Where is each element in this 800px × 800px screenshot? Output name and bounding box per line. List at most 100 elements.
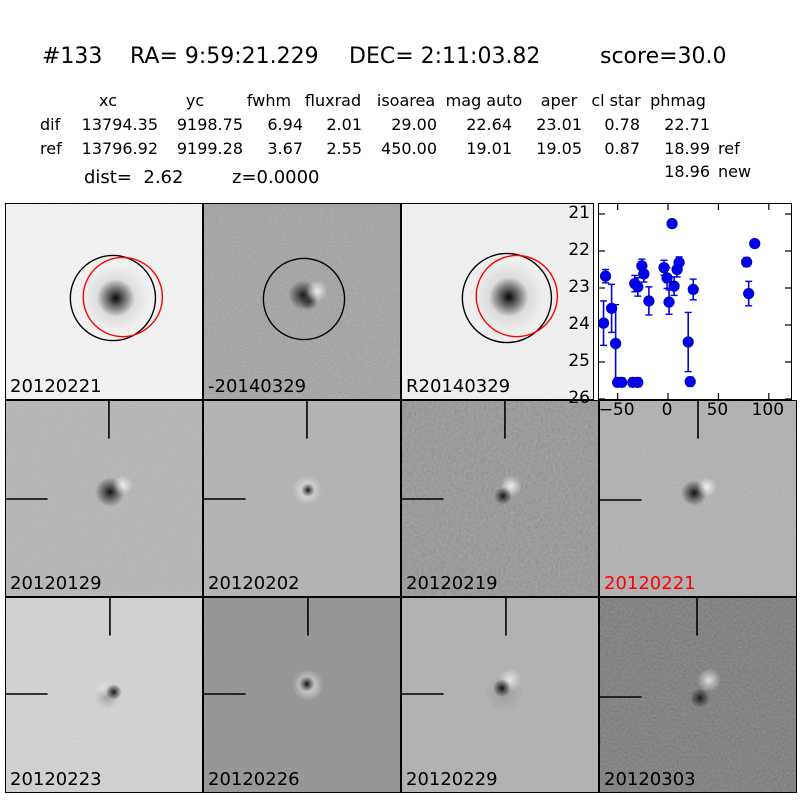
lightcurve-point — [638, 268, 650, 280]
column-header-fluxrad: fluxrad — [304, 91, 362, 110]
redshift-value: z=0.0000 — [232, 167, 320, 188]
cutout-date-label: R20140329 — [406, 376, 511, 398]
dec-value: DEC= 2:11:03.82 — [349, 44, 541, 69]
table-value: 22.64 — [466, 115, 512, 134]
table-value: 13794.35 — [81, 115, 158, 134]
source-blob — [105, 684, 122, 700]
aperture-circle — [262, 257, 346, 341]
source-blob — [489, 277, 529, 317]
lightcurve-point — [599, 270, 612, 282]
cutout-image — [6, 401, 202, 596]
y-tick-label: 23 — [568, 276, 590, 297]
score-value: score=30.0 — [600, 44, 727, 69]
table-value: 23.01 — [536, 115, 582, 134]
y-tick-label: 21 — [568, 202, 590, 223]
table-value: 18.99 — [664, 139, 710, 158]
source-blob — [305, 280, 328, 302]
cutout-panel-20140329: -20140329 — [203, 203, 401, 400]
extra-phmag-suffix: new — [718, 162, 752, 181]
table-value: 0.87 — [604, 139, 640, 158]
table-value: 9199.28 — [176, 139, 243, 158]
lightcurve-point — [687, 283, 699, 296]
aperture-circle — [461, 252, 553, 344]
row-suffix: ref — [718, 139, 740, 158]
cutout-panel-20120223: 20120223 — [5, 597, 203, 793]
lightcurve-point — [616, 376, 628, 388]
table-value: 3.67 — [267, 139, 303, 158]
cutout-image — [402, 204, 593, 399]
x-tick-label: 100 — [751, 400, 785, 420]
source-blob — [301, 483, 315, 498]
cutout-image — [204, 401, 400, 596]
table-value: 29.00 — [391, 115, 437, 134]
column-header-aper: aper — [540, 91, 578, 110]
object-id: #133 — [42, 44, 103, 69]
table-value: 6.94 — [267, 115, 303, 134]
cutout-date-label: -20140329 — [208, 376, 307, 398]
table-value: 13796.92 — [81, 139, 158, 158]
cutout-date-label: 20120221 — [10, 376, 102, 398]
aperture-circle — [69, 254, 157, 342]
lightcurve-point — [610, 337, 622, 350]
x-tick-label: 0 — [661, 400, 673, 420]
cutout-panel-20120219: 20120219 — [401, 400, 599, 597]
cutout-panel-20120221: 20120221 — [5, 203, 203, 400]
lightcurve-point — [597, 317, 610, 329]
cutout-date-label: 20120219 — [406, 573, 498, 595]
cutout-date-label: 20120226 — [208, 769, 300, 791]
dist-value: dist= 2.62 — [84, 167, 184, 188]
lightcurve-point — [741, 256, 753, 268]
cutout-image — [6, 204, 202, 399]
table-value: 19.01 — [466, 139, 512, 158]
source-blob — [112, 475, 133, 496]
lightcurve-chart — [597, 203, 792, 400]
source-blob — [690, 688, 710, 708]
table-value: 2.55 — [326, 139, 362, 158]
column-header-xc: xc — [99, 91, 117, 110]
cutout-image — [204, 204, 400, 399]
extra-phmag-value: 18.96 — [664, 162, 710, 181]
source-blob — [697, 668, 721, 693]
cutout-image — [600, 598, 796, 792]
lightcurve-point — [749, 237, 761, 250]
source-blob — [494, 487, 512, 505]
cutout-panel-20120129: 20120129 — [5, 400, 203, 597]
source-blob — [97, 279, 135, 317]
column-header-yc: yc — [185, 91, 205, 110]
source-blob — [697, 477, 717, 498]
lightcurve-point — [682, 336, 694, 348]
lightcurve-point — [663, 296, 675, 308]
row-label-dif: dif — [40, 115, 61, 134]
cutout-panel-20140329: R20140329 — [401, 203, 594, 400]
aperture-circle — [475, 254, 559, 338]
cutout-image — [6, 598, 202, 792]
aperture-circle — [82, 256, 164, 338]
cutout-panel-20120303: 20120303 — [599, 597, 797, 793]
table-value: 19.05 — [536, 139, 582, 158]
column-header-phmag: phmag — [650, 91, 706, 110]
column-header-isoarea: isoarea — [376, 91, 436, 110]
cutout-panel-20120221: 20120221 — [599, 400, 797, 597]
cutout-image — [600, 401, 796, 596]
cutout-date-label: 20120221 — [604, 573, 696, 595]
lightcurve-point — [673, 256, 685, 269]
cutout-date-label: 20120202 — [208, 573, 300, 595]
lightcurve-point — [743, 287, 755, 300]
lightcurve-point — [632, 376, 644, 388]
y-tick-label: 22 — [568, 239, 590, 260]
lightcurve-point — [658, 262, 670, 274]
cutout-image — [402, 598, 598, 792]
cutout-date-label: 20120303 — [604, 769, 696, 791]
source-blob — [493, 679, 511, 697]
table-value: 9198.75 — [176, 115, 243, 134]
table-value: 450.00 — [381, 139, 437, 158]
cutout-panel-20120202: 20120202 — [203, 400, 401, 597]
table-value: 2.01 — [326, 115, 362, 134]
x-tick-label: 50 — [706, 400, 729, 420]
column-header-cl-star: cl star — [591, 91, 641, 110]
lightcurve-point — [661, 272, 673, 284]
ra-value: RA= 9:59:21.229 — [130, 44, 319, 69]
column-header-mag-auto: mag auto — [445, 91, 523, 110]
table-value: 22.71 — [664, 115, 710, 134]
